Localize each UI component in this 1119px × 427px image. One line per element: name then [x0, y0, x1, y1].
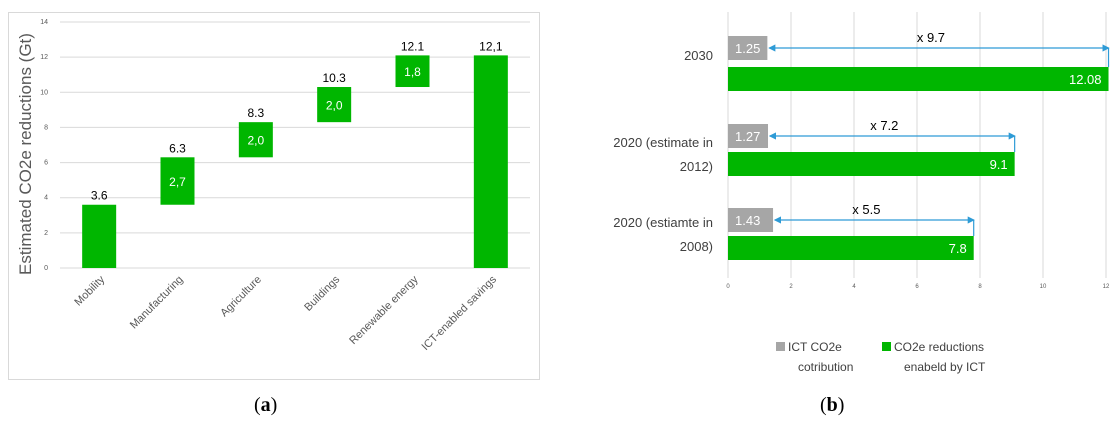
- co2e-reduction-value: 7.8: [949, 241, 967, 256]
- y-axis-label: Estimated CO2e reductions (Gt): [16, 33, 35, 275]
- bar-value-label: 6.3: [169, 141, 186, 155]
- y-tick-label: 8: [44, 124, 48, 131]
- caption-a: (a): [254, 394, 278, 416]
- x-category-label: ICT-enabled savings: [420, 273, 500, 353]
- legend-swatch: [776, 342, 785, 351]
- bar-value-label: 3.6: [91, 189, 108, 203]
- ratio-annotation: x 5.5: [852, 202, 880, 217]
- ict-contribution-value: 1.27: [735, 129, 760, 144]
- x-tick-label: 6: [915, 284, 919, 290]
- legend-label: enabeld by ICT: [904, 360, 986, 374]
- legend-label: ICT CO2e: [788, 340, 842, 354]
- y-tick-label: 10: [40, 89, 48, 96]
- y-tick-label: 6: [44, 160, 48, 167]
- ict-contribution-value: 1.43: [735, 213, 760, 228]
- x-tick-label: 8: [978, 284, 982, 290]
- bar: [238, 122, 273, 158]
- bar-increment-label: 2,0: [247, 134, 264, 148]
- bar: [82, 204, 117, 268]
- bar-value-label: 12.1: [401, 39, 425, 53]
- y-tick-label: 2: [44, 230, 48, 237]
- ict-contribution-bar: [728, 208, 774, 232]
- bar: [317, 87, 352, 123]
- x-category-label: Agriculture: [218, 274, 264, 320]
- bar-value-label: 12,1: [479, 39, 503, 53]
- bar-value-label: 10.3: [322, 71, 346, 85]
- horizontal-bar-chart: 0 2 4 6 8 10 12 2030 2020 (estimate in 2012) 2020…: [613, 12, 1110, 374]
- bar-increment-label: 1,8: [404, 65, 421, 79]
- y-tick-label: 14: [40, 19, 48, 26]
- co2e-reduction-value: 9.1: [990, 157, 1008, 172]
- legend-swatch: [882, 342, 891, 351]
- co2e-reduction-bar: [728, 67, 1109, 91]
- x-tick-label: 4: [852, 284, 856, 290]
- ict-contribution-bar: [728, 124, 769, 148]
- category-label: 2020 (estiamte in: [613, 215, 713, 230]
- chart-a-frame: [8, 12, 540, 380]
- co2e-reduction-bar: [728, 152, 1015, 176]
- co2e-reduction-bar: [728, 236, 974, 260]
- x-category-label: Renewable energy: [347, 273, 421, 347]
- x-category-label: Manufacturing: [128, 274, 186, 332]
- bar-increment-label: 2,0: [326, 99, 343, 113]
- category-label: 2020 (estimate in: [613, 135, 713, 150]
- legend-label: cotribution: [798, 360, 853, 374]
- bar: [473, 55, 508, 269]
- x-tick-label: 0: [726, 284, 730, 290]
- waterfall-chart: 0 2 4 6 8 10 12 14 3.6 6.3 2,7 8.3 2,0 10.3 2,0 12.1 1,…: [16, 19, 530, 353]
- ict-contribution-bar: [728, 36, 768, 60]
- x-tick-label: 2: [789, 284, 793, 290]
- ratio-annotation: x 9.7: [917, 30, 945, 45]
- x-tick-label: 12: [1103, 284, 1110, 290]
- bar-value-label: 8.3: [247, 106, 264, 120]
- ict-contribution-value: 1.25: [735, 41, 760, 56]
- bar-increment-label: 2,7: [169, 175, 186, 189]
- category-label: 2008): [680, 239, 713, 254]
- co2e-reduction-value: 12.08: [1069, 72, 1102, 87]
- y-tick-label: 0: [44, 265, 48, 272]
- category-label: 2012): [680, 159, 713, 174]
- y-tick-label: 4: [44, 195, 48, 202]
- ratio-annotation: x 7.2: [870, 118, 898, 133]
- bar: [395, 55, 430, 88]
- legend-label: CO2e reductions: [894, 340, 984, 354]
- caption-b: (b): [820, 394, 845, 416]
- category-label: 2030: [684, 48, 713, 63]
- x-category-label: Mobility: [72, 273, 107, 308]
- x-tick-label: 10: [1040, 284, 1047, 290]
- bar: [160, 157, 195, 205]
- y-tick-label: 12: [40, 54, 48, 61]
- x-category-label: Buildings: [302, 273, 342, 313]
